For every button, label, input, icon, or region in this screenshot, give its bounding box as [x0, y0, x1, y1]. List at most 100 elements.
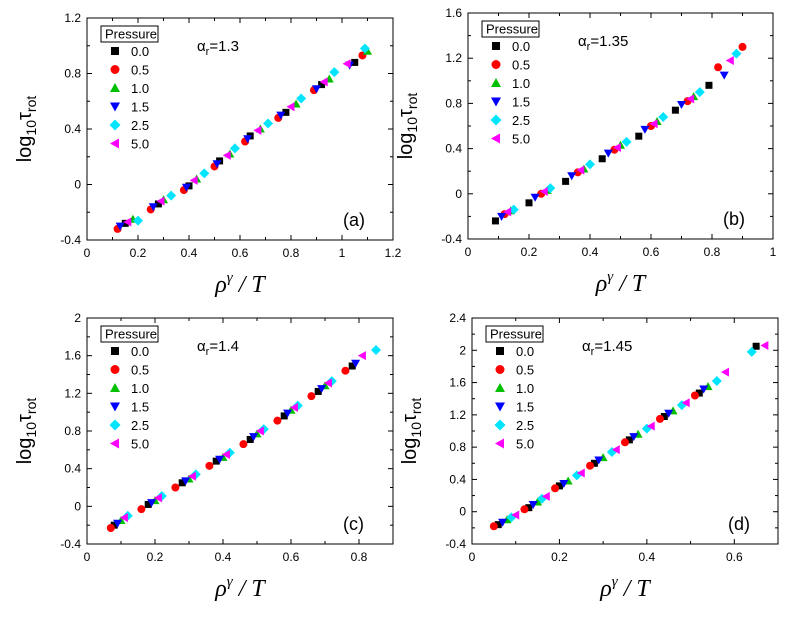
data-point-square	[121, 219, 129, 227]
data-point-circle	[738, 42, 747, 51]
ylabel-tau: τ	[14, 414, 36, 422]
xlabel-rho: ρ	[214, 576, 227, 602]
y-tick-label: 0	[74, 499, 81, 513]
data-point-diamond	[621, 136, 632, 147]
x-tick-label: 0	[469, 550, 476, 564]
data-point-diamond	[658, 111, 669, 122]
data-point-triangle-down	[181, 183, 191, 192]
data-point-triangle-down	[497, 212, 507, 221]
x-tick-label: 1.2	[385, 246, 402, 260]
legend-entry-label: 2.5	[512, 113, 530, 128]
legend-entry-label: 0.0	[131, 44, 149, 59]
data-point-square	[695, 389, 703, 397]
data-point-diamond	[263, 118, 274, 129]
ylabel-log: log	[14, 438, 36, 465]
data-point-circle	[307, 392, 316, 401]
xlabel-gamma: γ	[612, 574, 619, 590]
data-point-circle	[655, 414, 664, 423]
data-point-triangle-down	[113, 519, 123, 528]
legend-marker-square	[496, 347, 504, 355]
legend-marker-triangle-up	[491, 78, 501, 87]
ylabel-rot: rot	[404, 93, 420, 109]
ylabel-log: log	[14, 136, 36, 163]
panel-c: 0 0.2 0.4 0.6 0.8-0.400.40.81.21.62Pressure0…	[14, 311, 394, 602]
legend: Pressure 0.0 0.5 1.0 1.5 2.5 5.0	[100, 325, 159, 452]
data-point-square	[525, 199, 533, 207]
ylabel-log: log	[395, 133, 417, 160]
data-point-square	[314, 387, 322, 395]
data-point-triangle-left	[503, 207, 512, 217]
data-point-circle	[205, 461, 214, 470]
data-point-diamond	[371, 345, 381, 356]
data-point-triangle-down	[148, 203, 158, 212]
data-point-triangle-down	[276, 111, 286, 120]
data-point-square	[590, 459, 598, 467]
ylabel-base: 10	[23, 422, 39, 438]
x-tick-label: 0	[84, 246, 91, 260]
legend-marker-circle	[110, 65, 120, 74]
y-tick-label: -0.4	[60, 233, 81, 247]
y-tick-label: 1.6	[64, 349, 81, 363]
data-point-square	[246, 435, 254, 443]
data-point-triangle-down	[677, 101, 686, 110]
data-point-triangle-left	[612, 142, 621, 152]
data-point-triangle-left	[686, 94, 695, 104]
data-point-triangle-down	[181, 477, 191, 486]
legend: Pressure 0.0 0.5 1.0 1.5 2.5 5.0	[485, 325, 544, 452]
x-tick-label: 0.4	[181, 246, 198, 260]
y-axis-label: log10τrot	[14, 96, 39, 163]
y-tick-label: 2	[459, 343, 466, 357]
legend-entry-label: 2.5	[131, 418, 149, 433]
data-point-triangle-down	[699, 385, 709, 394]
legend-entry-label: 1.5	[512, 95, 530, 110]
ylabel-tau: τ	[399, 414, 421, 422]
data-point-square	[660, 412, 668, 420]
x-tick-label: 0.6	[283, 550, 300, 564]
y-axis-label: log10τrot	[399, 398, 424, 465]
x-tick-label: 0.4	[639, 550, 656, 564]
panel-a: 0 0.2 0.4 0.6 0.8 1 1.2-0.400.40.81.2Pressure0…	[14, 11, 402, 298]
data-point-triangle-down	[249, 433, 259, 442]
x-tick-label: 0.6	[643, 245, 660, 259]
ylabel-rot: rot	[408, 398, 424, 414]
data-point-square	[491, 217, 499, 225]
legend-marker-triangle-up	[495, 383, 505, 392]
y-tick-label: 2	[74, 311, 81, 325]
y-tick-label: 0	[74, 178, 81, 192]
xlabel-gamma: γ	[227, 574, 234, 590]
legend-marker-triangle-left	[491, 133, 500, 144]
ylabel-base: 10	[23, 120, 39, 136]
x-tick-label: 0.6	[726, 550, 743, 564]
x-tick-label: 0.4	[215, 550, 232, 564]
data-point-triangle-left	[511, 510, 520, 520]
x-tick-label: 0.2	[147, 550, 164, 564]
data-point-triangle-left	[576, 468, 585, 478]
alpha-subscript: r	[587, 41, 591, 53]
y-tick-label: 0.4	[64, 462, 81, 476]
legend-entry-label: 1.0	[131, 81, 149, 96]
data-point-square	[280, 412, 288, 420]
data-point-triangle-down	[719, 71, 729, 80]
data-point-square	[635, 132, 643, 140]
legend-title-box	[485, 325, 544, 343]
data-point-triangle-left	[189, 175, 198, 185]
data-point-triangle-left	[253, 125, 262, 135]
legend-title-box	[481, 20, 540, 38]
y-tick-label: -0.4	[60, 537, 81, 551]
x-tick-label: 1	[770, 245, 777, 259]
data-point-diamond	[731, 48, 742, 59]
legend-entry-label: 2.5	[131, 118, 149, 133]
legend-marker-circle	[110, 365, 120, 374]
xlabel-over-t: / T	[613, 271, 647, 297]
data-points	[113, 43, 372, 233]
data-point-diamond	[166, 190, 177, 201]
alpha-subscript: r	[206, 346, 210, 358]
y-axis-label: log10τrot	[14, 398, 39, 465]
data-point-circle	[137, 505, 146, 514]
legend-marker-triangle-up	[110, 83, 120, 92]
data-point-triangle-left	[649, 119, 658, 129]
legend-marker-diamond	[109, 119, 121, 131]
data-point-square	[598, 155, 606, 163]
data-point-square	[212, 457, 220, 465]
